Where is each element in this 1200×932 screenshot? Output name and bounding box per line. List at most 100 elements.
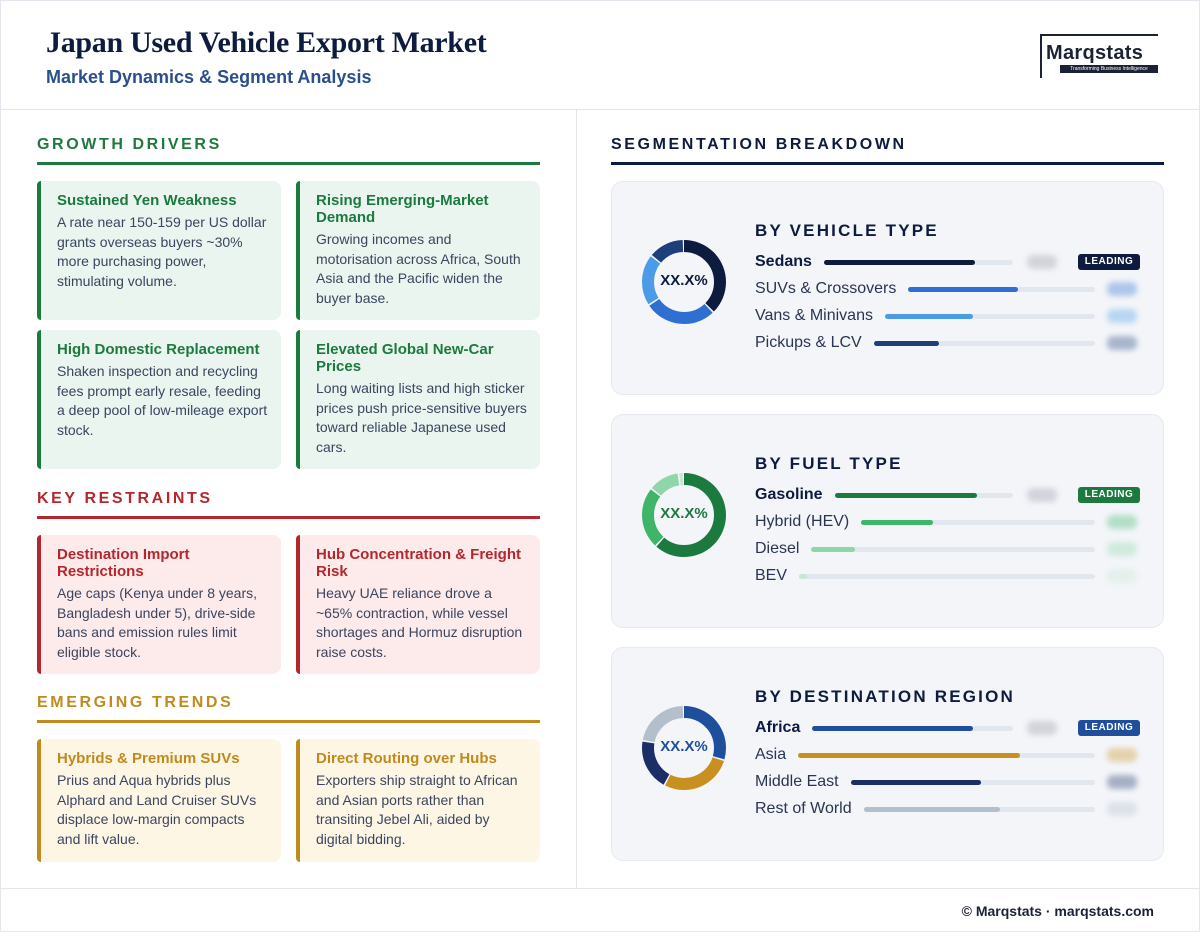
- segment-row-rest-of-world: Rest of World: [755, 799, 1145, 819]
- page-title: Japan Used Vehicle Export Market: [46, 26, 487, 59]
- segment-bar-fill: [908, 287, 1019, 292]
- driver-card-emerging-demand: Rising Emerging-Market Demand Growing in…: [296, 181, 540, 320]
- segment-bar-fill: [798, 753, 1020, 758]
- segment-value-redacted: [1107, 748, 1137, 762]
- donut-chart: [642, 240, 726, 324]
- segment-label: Middle East: [755, 773, 839, 790]
- leading-badge: LEADING: [1078, 720, 1140, 736]
- card-body: A rate near 150-159 per US dollar grants…: [57, 214, 267, 289]
- segmentation-rule: [611, 162, 1164, 165]
- panel-title: BY VEHICLE TYPE: [755, 221, 939, 240]
- card-title: Sustained Yen Weakness: [57, 192, 237, 209]
- card-title: Destination Import Restrictions: [57, 546, 190, 580]
- segment-bar-track: [811, 547, 1095, 552]
- segment-row-asia: Asia: [755, 745, 1145, 765]
- segment-bar-fill: [874, 341, 940, 346]
- card-title: Elevated Global New-Car Prices: [316, 341, 494, 375]
- logo-tagline: Transforming Business Intelligence: [1060, 65, 1158, 73]
- card-body: Prius and Aqua hybrids plus Alphard and …: [57, 772, 257, 847]
- panel-vehicle-type: BY VEHICLE TYPE XX.X% Sedans LEADING SUVs …: [611, 181, 1164, 395]
- driver-card-new-car-prices: Elevated Global New-Car Prices Long wait…: [296, 330, 540, 469]
- segment-label: Sedans: [755, 253, 812, 270]
- donut-slice-sedans: [642, 240, 726, 324]
- segment-bar-fill: [885, 314, 974, 319]
- segment-row-hybrid-hev: Hybrid (HEV): [755, 512, 1145, 532]
- panel-title: BY FUEL TYPE: [755, 454, 903, 473]
- segment-value-redacted: [1107, 802, 1137, 816]
- card-title: High Domestic Replacement: [57, 341, 260, 358]
- card-body: Heavy UAE reliance drove a ~65% contract…: [316, 585, 523, 660]
- card-body: Growing incomes and motorisation across …: [316, 231, 521, 306]
- card-title: Hub Concentration & Freight Risk: [316, 546, 521, 580]
- segment-value-redacted: [1107, 336, 1137, 350]
- column-divider: [576, 110, 577, 888]
- segment-bar-fill: [812, 726, 973, 731]
- panel-fuel-type: BY FUEL TYPE XX.X% Gasoline LEADING Hybrid…: [611, 414, 1164, 628]
- growth-drivers-heading: GROWTH DRIVERS: [37, 136, 222, 153]
- segment-bar-track: [861, 520, 1095, 525]
- panel-title: BY DESTINATION REGION: [755, 687, 1015, 706]
- logo-name: Marqstats: [1046, 42, 1144, 64]
- segment-row-bev: BEV: [755, 566, 1145, 586]
- segment-label: SUVs & Crossovers: [755, 280, 897, 297]
- card-body: Shaken inspection and recycling fees pro…: [57, 363, 268, 438]
- donut-slice-suvs-crossovers: [642, 240, 726, 324]
- card-body: Long waiting lists and high sticker pric…: [316, 380, 527, 455]
- donut-label: XX.X%: [660, 738, 708, 755]
- segment-bar-track: [851, 780, 1095, 785]
- key-restraints-rule: [37, 516, 540, 519]
- segment-value-redacted: [1027, 721, 1057, 735]
- donut-label: XX.X%: [660, 505, 708, 522]
- segment-label: Diesel: [755, 540, 800, 557]
- segment-bar-track: [799, 574, 1095, 579]
- segment-label: Gasoline: [755, 486, 823, 503]
- segment-bar-track: [908, 287, 1095, 292]
- card-title: Rising Emerging-Market Demand: [316, 192, 489, 226]
- segment-row-sedans: Sedans LEADING: [755, 252, 1145, 272]
- segment-bar-track: [835, 493, 1013, 498]
- key-restraints-heading: KEY RESTRAINTS: [37, 490, 213, 507]
- segment-row-gasoline: Gasoline LEADING: [755, 485, 1145, 505]
- segment-row-middle-east: Middle East: [755, 772, 1145, 792]
- donut-slice-africa: [642, 706, 726, 790]
- restraint-card-import-restrictions: Destination Import Restrictions Age caps…: [37, 535, 281, 674]
- donut-slice-middle-east: [642, 706, 726, 790]
- segment-label: Asia: [755, 746, 787, 763]
- leading-badge: LEADING: [1078, 487, 1140, 503]
- segment-bar-track: [874, 341, 1095, 346]
- donut-slice-asia: [642, 706, 726, 790]
- segment-value-redacted: [1107, 775, 1137, 789]
- emerging-trends-heading: EMERGING TRENDS: [37, 694, 234, 711]
- segment-value-redacted: [1027, 255, 1057, 269]
- page-subtitle: Market Dynamics & Segment Analysis: [46, 67, 372, 87]
- segment-label: Rest of World: [755, 800, 852, 817]
- segment-label: Hybrid (HEV): [755, 513, 850, 530]
- card-body: Age caps (Kenya under 8 years, Banglades…: [57, 585, 258, 660]
- card-body: Exporters ship straight to African and A…: [316, 772, 518, 847]
- leading-badge: LEADING: [1078, 254, 1140, 270]
- segment-row-suvs-crossovers: SUVs & Crossovers: [755, 279, 1145, 299]
- donut-slice-vans-minivans: [642, 240, 726, 324]
- trend-card-hybrids-suvs: Hybrids & Premium SUVs Prius and Aqua hy…: [37, 739, 281, 862]
- segment-value-redacted: [1027, 488, 1057, 502]
- panel-destination-region: BY DESTINATION REGION XX.X% Africa LEADIN…: [611, 647, 1164, 861]
- segment-bar-track: [812, 726, 1013, 731]
- card-title: Hybrids & Premium SUVs: [57, 750, 240, 767]
- segment-label: Pickups & LCV: [755, 334, 862, 351]
- segment-value-redacted: [1107, 569, 1137, 583]
- trend-card-direct-routing: Direct Routing over Hubs Exporters ship …: [296, 739, 540, 862]
- donut-label: XX.X%: [660, 272, 708, 289]
- donut-chart: [642, 473, 726, 557]
- segment-row-diesel: Diesel: [755, 539, 1145, 559]
- footer-credit: © Marqstats · marqstats.com: [961, 903, 1154, 919]
- segment-value-redacted: [1107, 542, 1137, 556]
- segment-value-redacted: [1107, 309, 1137, 323]
- segment-bar-track: [824, 260, 1013, 265]
- segment-bar-track: [864, 807, 1095, 812]
- segment-value-redacted: [1107, 515, 1137, 529]
- donut-slice-gasoline: [642, 473, 726, 557]
- segment-label: BEV: [755, 567, 788, 584]
- driver-card-domestic-replacement: High Domestic Replacement Shaken inspect…: [37, 330, 281, 469]
- restraint-card-hub-concentration: Hub Concentration & Freight Risk Heavy U…: [296, 535, 540, 674]
- segment-row-vans-minivans: Vans & Minivans: [755, 306, 1145, 326]
